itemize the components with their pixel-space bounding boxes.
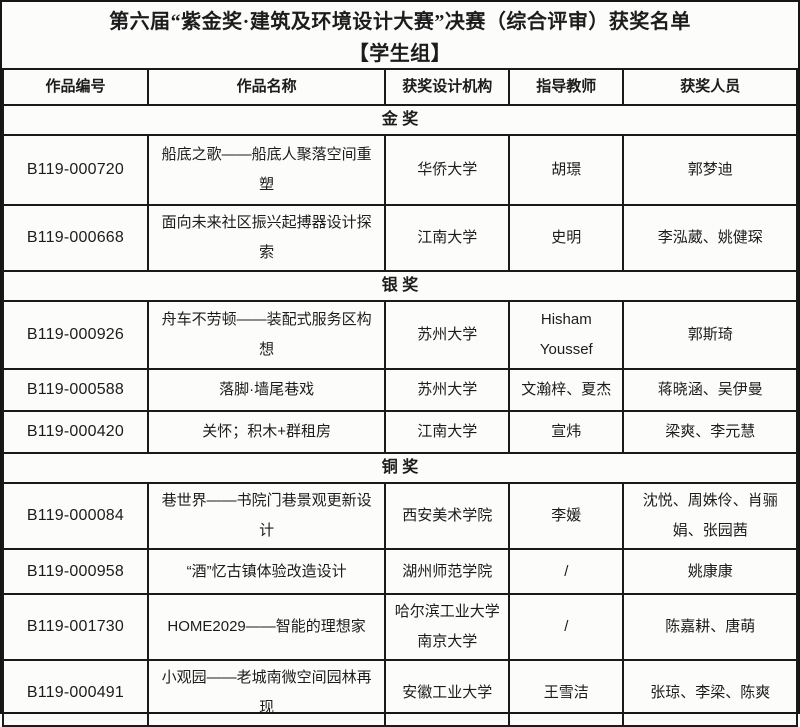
cell-code: B119-001730	[2, 593, 149, 661]
cell-winners: 梁爽、李元慧	[622, 410, 798, 454]
table-body: 金 奖 B119-000720 船底之歌——船底人聚落空间重塑 华侨大学 胡璟 郭梦迪 B1…	[2, 104, 798, 727]
header-teacher: 指导教师	[508, 68, 625, 106]
section-label: 银 奖	[2, 270, 798, 302]
cell-winners: 蒋晓涵、吴伊曼	[622, 368, 798, 412]
cell-code: B119-000668	[2, 204, 149, 272]
cell-name: 面向未来社区振兴起搏器设计探索	[146, 204, 387, 272]
cell-teacher: 王雪洁	[508, 659, 625, 727]
cell-name: 关怀；积木+群租房	[146, 410, 387, 454]
section-label: 铜 奖	[2, 452, 798, 484]
cell-code: B119-000926	[2, 300, 149, 370]
cell-teacher: /	[508, 548, 625, 595]
table-row: B119-000958 “酒”忆古镇体验改造设计 湖州师范学院 / 姚康康	[2, 548, 798, 595]
table-row: B119-000926 舟车不劳顿——装配式服务区构想 苏州大学 Hisham You…	[2, 300, 798, 370]
cell-teacher: 宣炜	[508, 410, 625, 454]
cell-teacher: /	[508, 593, 625, 661]
cell-winners: 陈嘉耕、唐萌	[622, 593, 798, 661]
cell-name: HOME2029——智能的理想家	[146, 593, 387, 661]
cell-code: B119-000720	[2, 134, 149, 206]
cell-institution: 苏州大学	[384, 300, 511, 370]
cell-winners: 郭斯琦	[622, 300, 798, 370]
cell-institution: 华侨大学	[384, 134, 511, 206]
section-row: 铜 奖	[2, 452, 798, 484]
cell-winners: 郭梦迪	[622, 134, 798, 206]
cell-teacher: 胡璟	[508, 134, 625, 206]
table-row: B119-001730 HOME2029——智能的理想家 哈尔滨工业大学 南京大学 /…	[2, 593, 798, 661]
cell-name: 小观园——老城南微空间园林再现	[146, 659, 387, 727]
cell-name: “酒”忆古镇体验改造设计	[146, 548, 387, 595]
cell-winners: 张琼、李梁、陈爽	[622, 659, 798, 727]
table-row: B119-000668 面向未来社区振兴起搏器设计探索 江南大学 史明 李泓葳、姚健琛	[2, 204, 798, 272]
table-row: B119-000420 关怀；积木+群租房 江南大学 宣炜 梁爽、李元慧	[2, 410, 798, 454]
header-winners: 获奖人员	[622, 68, 798, 106]
table-row: B119-000720 船底之歌——船底人聚落空间重塑 华侨大学 胡璟 郭梦迪	[2, 134, 798, 206]
header-institution: 获奖设计机构	[384, 68, 511, 106]
page-subtitle: 【学生组】	[348, 42, 452, 65]
cell-code: B119-000084	[2, 482, 149, 550]
cell-institution: 湖州师范学院	[384, 548, 511, 595]
cell-teacher: 史明	[508, 204, 625, 272]
cell-institution: 苏州大学	[384, 368, 511, 412]
section-row: 银 奖	[2, 270, 798, 302]
cell-winners: 姚康康	[622, 548, 798, 595]
cell-name: 落脚·墙尾巷戏	[146, 368, 387, 412]
cell-institution: 江南大学	[384, 204, 511, 272]
header-work-code: 作品编号	[2, 68, 149, 106]
cell-code: B119-000420	[2, 410, 149, 454]
cell-winners: 沈悦、周姝伶、肖骊娟、张园茜	[622, 482, 798, 550]
cell-name: 舟车不劳顿——装配式服务区构想	[146, 300, 387, 370]
table-row: B119-000084 巷世界——书院门巷景观更新设计 西安美术学院 李媛 沈悦、周姝伶…	[2, 482, 798, 550]
page-title: 第六届“紫金奖·建筑及环境设计大赛”决赛（综合评审）获奖名单	[109, 10, 691, 33]
cell-winners: 李泓葳、姚健琛	[622, 204, 798, 272]
table-row: B119-000491 小观园——老城南微空间园林再现 安徽工业大学 王雪洁 张琼、李梁…	[2, 659, 798, 727]
cell-institution: 哈尔滨工业大学 南京大学	[384, 593, 511, 661]
cell-code: B119-000588	[2, 368, 149, 412]
cell-institution: 西安美术学院	[384, 482, 511, 550]
cell-code: B119-000491	[2, 659, 149, 727]
cell-code: B119-000958	[2, 548, 149, 595]
cell-institution: 江南大学	[384, 410, 511, 454]
header-work-name: 作品名称	[146, 68, 387, 106]
cell-teacher: Hisham Youssef	[508, 300, 625, 370]
cell-teacher: 文瀚梓、夏杰	[508, 368, 625, 412]
section-label: 金 奖	[2, 104, 798, 136]
table-row: B119-000588 落脚·墙尾巷戏 苏州大学 文瀚梓、夏杰 蒋晓涵、吴伊曼	[2, 368, 798, 412]
cell-name: 船底之歌——船底人聚落空间重塑	[146, 134, 387, 206]
cell-institution: 安徽工业大学	[384, 659, 511, 727]
cell-teacher: 李媛	[508, 482, 625, 550]
section-row: 金 奖	[2, 104, 798, 136]
awards-table: 作品编号 作品名称 获奖设计机构 指导教师 获奖人员 金 奖 B119-00072…	[2, 68, 798, 727]
cell-name: 巷世界——书院门巷景观更新设计	[146, 482, 387, 550]
header-row: 作品编号 作品名称 获奖设计机构 指导教师 获奖人员	[2, 68, 798, 106]
title-block: 第六届“紫金奖·建筑及环境设计大赛”决赛（综合评审）获奖名单 【学生组】	[2, 2, 798, 68]
